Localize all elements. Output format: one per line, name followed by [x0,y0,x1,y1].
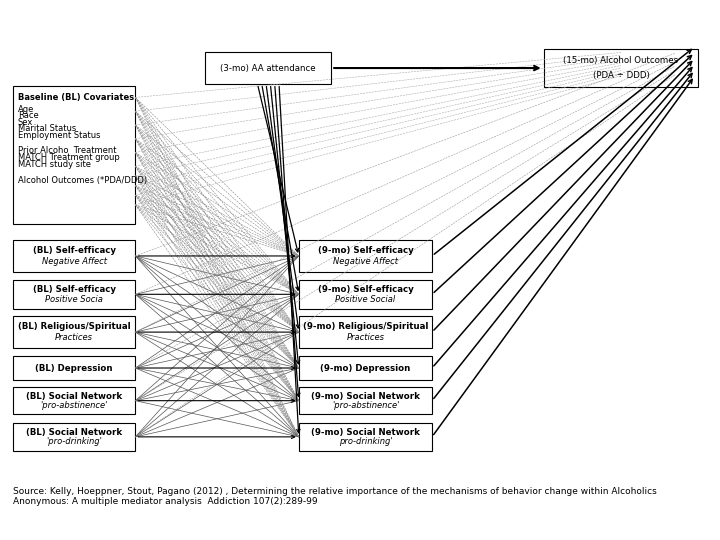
Text: Negative Affect: Negative Affect [333,257,398,266]
Text: (9-mo) Self-efficacy: (9-mo) Self-efficacy [318,285,413,294]
Bar [299,356,432,380]
Text: Race: Race [18,111,39,120]
Text: 'pro-drinking': 'pro-drinking' [46,437,102,446]
Bar [299,387,432,414]
Bar [544,49,698,87]
Text: (BL) Self-efficacy: (BL) Self-efficacy [32,246,116,255]
Bar [299,240,432,272]
Text: pro-drinking': pro-drinking' [338,437,392,446]
Bar [205,52,331,84]
Bar [13,280,135,309]
Text: Marital Status: Marital Status [18,124,76,133]
Text: (9-mo) Religious/Spiritual: (9-mo) Religious/Spiritual [302,322,428,331]
Text: (3-mo) AA attendance: (3-mo) AA attendance [220,64,316,72]
Text: (BL) Religious/Spiritual: (BL) Religious/Spiritual [18,322,130,331]
Text: Age: Age [18,105,35,114]
Text: Prior Alcoho  Treatment: Prior Alcoho Treatment [18,146,117,156]
Bar [13,387,135,414]
Bar [13,316,135,348]
Bar [13,86,135,224]
Text: (BL) Depression: (BL) Depression [35,363,113,373]
Text: MATCH Treatment group: MATCH Treatment group [18,153,120,163]
Text: Baseline (BL) Covariates: Baseline (BL) Covariates [18,93,134,102]
Bar [13,423,135,451]
Text: (BL) Self-efficacy: (BL) Self-efficacy [32,285,116,294]
Text: (PDA ÷ DDD): (PDA ÷ DDD) [593,71,649,80]
Text: Positive Social: Positive Social [336,295,395,304]
Text: (BL) Social Network: (BL) Social Network [26,392,122,401]
Text: Employment Status: Employment Status [18,131,101,140]
Text: Sex: Sex [18,118,33,127]
Text: Negative Affect: Negative Affect [42,257,107,266]
Bar [299,423,432,451]
Text: Practices: Practices [346,333,384,342]
Text: (9-mo) Social Network: (9-mo) Social Network [311,392,420,401]
Bar [13,240,135,272]
Text: MATCH study site: MATCH study site [18,160,91,169]
Text: (15-mo) Alcohol Outcomes: (15-mo) Alcohol Outcomes [564,56,678,65]
Text: (9-mo) Depression: (9-mo) Depression [320,363,410,373]
Text: 'pro-abstinence': 'pro-abstinence' [40,401,108,410]
Text: (BL) Social Network: (BL) Social Network [26,428,122,436]
Text: (9-mo) Social Network: (9-mo) Social Network [311,428,420,436]
Bar [299,280,432,309]
Text: 'pro-abstinence': 'pro-abstinence' [332,401,399,410]
Bar [299,316,432,348]
Bar [13,356,135,380]
Text: Positive Socia: Positive Socia [45,295,103,304]
Text: (9-mo) Self-efficacy: (9-mo) Self-efficacy [318,246,413,255]
Text: Practices: Practices [55,333,93,342]
Text: Alcohol Outcomes (*PDA/DDD): Alcohol Outcomes (*PDA/DDD) [18,176,147,185]
Text: Source: Kelly, Hoeppner, Stout, Pagano (2012) , Determining the relative importa: Source: Kelly, Hoeppner, Stout, Pagano (… [13,487,657,507]
